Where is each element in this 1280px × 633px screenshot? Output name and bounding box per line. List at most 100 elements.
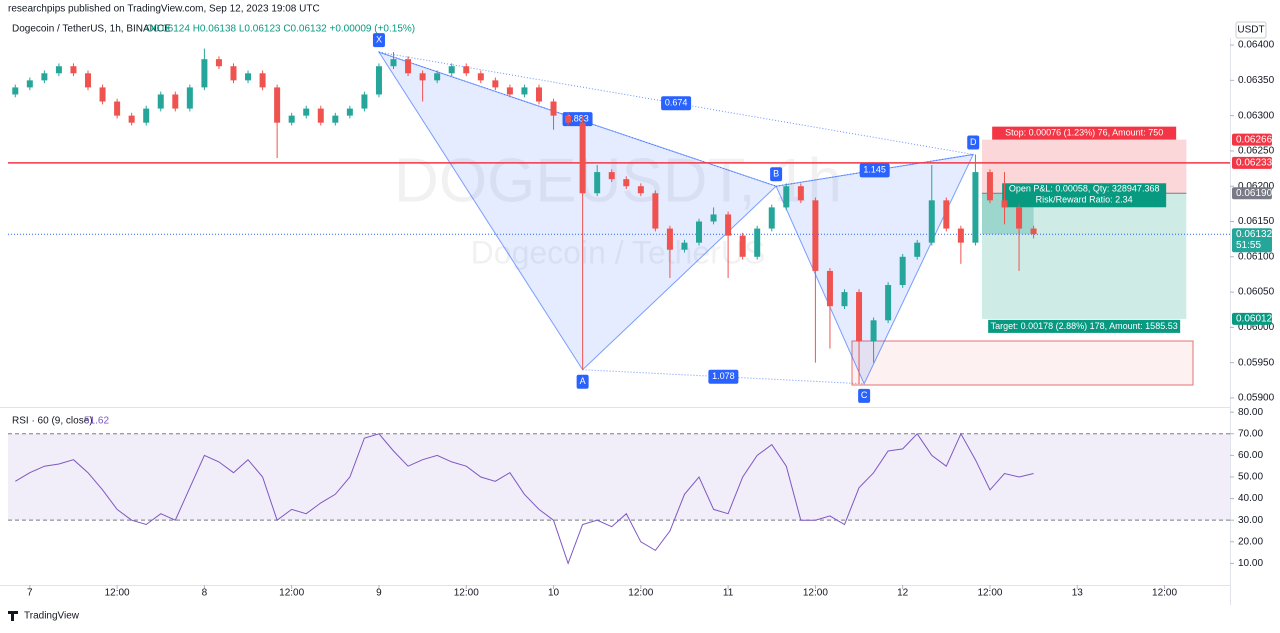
x-tick-label: 13	[1072, 588, 1084, 599]
target-badge-label: 0.06012	[1236, 314, 1273, 325]
candle-body	[754, 228, 761, 257]
candle-body	[157, 94, 164, 109]
x-tick-label: 12	[897, 588, 909, 599]
pivot-box[interactable]	[576, 374, 589, 389]
candle-body	[274, 87, 281, 123]
y-tick-label: 0.06050	[1238, 287, 1275, 298]
candle-body	[594, 172, 601, 194]
ratio-box[interactable]	[859, 163, 890, 178]
candle-body	[1001, 200, 1008, 208]
candle-body	[215, 59, 222, 67]
entry-badge	[1232, 187, 1272, 200]
candle-body	[12, 87, 19, 95]
candle-body	[812, 200, 819, 271]
candle-body	[99, 87, 106, 102]
watermark-sub: Dogecoin / TetherUS	[471, 234, 766, 270]
target-zone[interactable]	[981, 193, 1187, 319]
candle-body	[361, 94, 368, 109]
ratio-label[interactable]: 1.145	[863, 165, 886, 175]
y-tick-label: 0.05900	[1238, 393, 1275, 404]
candle-body	[317, 108, 324, 123]
currency-box[interactable]	[1235, 21, 1267, 39]
pivot-box[interactable]	[770, 167, 783, 182]
candle-body	[1016, 207, 1023, 229]
stop-box	[992, 126, 1177, 140]
candle-body	[201, 59, 208, 88]
zone-box[interactable]	[851, 340, 1194, 386]
rsi-title: RSI · 60 (9, close)	[12, 416, 93, 427]
x-tick-label: 11	[723, 588, 734, 599]
rr-text: Risk/Reward Ratio: 2.34	[1036, 195, 1133, 205]
candle-body	[172, 94, 179, 109]
candle-body	[186, 87, 193, 109]
y-tick-label: 80.00	[1238, 407, 1263, 418]
y-tick-label: 0.06200	[1238, 181, 1275, 192]
ratio-box[interactable]	[708, 369, 739, 384]
candle-body	[259, 73, 266, 88]
pnl-box	[1002, 183, 1167, 208]
candle-body	[565, 115, 572, 123]
pivot-label[interactable]: C	[861, 390, 868, 400]
candle-body	[390, 59, 397, 67]
y-tick-label: 40.00	[1238, 493, 1263, 504]
candle-body	[230, 66, 237, 81]
candle-body	[681, 242, 688, 250]
candle-body	[550, 101, 557, 116]
x-tick-label: 12:00	[279, 588, 304, 599]
ratio-line	[582, 369, 865, 385]
candle-body	[768, 207, 775, 229]
ratio-label[interactable]: 0.883	[566, 114, 589, 124]
ratio-line	[378, 51, 777, 187]
candle-body	[419, 73, 426, 81]
candle-body	[70, 66, 77, 74]
pivot-box[interactable]	[372, 33, 385, 48]
publish-note: researchpips published on TradingView.co…	[8, 4, 320, 15]
pnl-text: Open P&L: 0.00058, Qty: 328947.368	[1009, 184, 1160, 194]
level-badge-label: 0.06233	[1236, 158, 1273, 169]
candle-body	[870, 320, 877, 342]
y-tick-label: 20.00	[1238, 536, 1263, 547]
pivot-label[interactable]: X	[376, 34, 382, 44]
pivot-label[interactable]: B	[773, 169, 779, 179]
candle-body	[128, 115, 135, 123]
rsi-line	[15, 432, 1034, 565]
candle-body	[739, 235, 746, 257]
candle-body	[725, 214, 732, 236]
candle-body	[797, 186, 804, 201]
candle-body	[637, 186, 644, 194]
currency[interactable]: USDT	[1237, 25, 1264, 36]
candle-body	[666, 228, 673, 250]
last-badge	[1232, 228, 1272, 253]
candle-body	[85, 73, 92, 88]
x-tick-label: 12:00	[454, 588, 479, 599]
candle-body	[826, 270, 833, 307]
y-tick-label: 60.00	[1238, 450, 1263, 461]
candle-body	[26, 80, 33, 88]
pivot-box[interactable]	[858, 388, 871, 403]
candle-body	[696, 221, 703, 243]
brand: TradingView	[24, 611, 80, 622]
candle-body	[245, 73, 252, 81]
candle-body	[608, 172, 615, 180]
symbol: Dogecoin / TetherUS, 1h, BINANCE	[12, 24, 171, 35]
candle-body	[841, 292, 848, 307]
candle-body	[972, 172, 979, 243]
y-tick-label: 0.06400	[1238, 40, 1275, 51]
x-tick-label: 10	[548, 588, 560, 599]
watermark: DOGEUSDT, 1h	[394, 146, 842, 215]
x-tick-label: 12:00	[977, 588, 1002, 599]
pivot-label[interactable]: A	[580, 376, 586, 386]
pivot-label[interactable]: D	[970, 137, 977, 147]
rsi-last: 51.62	[84, 416, 109, 427]
candle-body	[448, 66, 455, 74]
ratio-label[interactable]: 1.078	[712, 371, 735, 381]
candle-body	[143, 108, 150, 123]
candle-body	[957, 228, 964, 243]
ratio-label[interactable]: 0.674	[665, 98, 688, 108]
candle-body	[535, 87, 542, 102]
ratio-box[interactable]	[661, 96, 692, 111]
entry-badge-label: 0.06190	[1236, 188, 1273, 199]
pivot-box[interactable]	[967, 135, 980, 150]
y-tick-label: 0.06250	[1238, 146, 1275, 157]
